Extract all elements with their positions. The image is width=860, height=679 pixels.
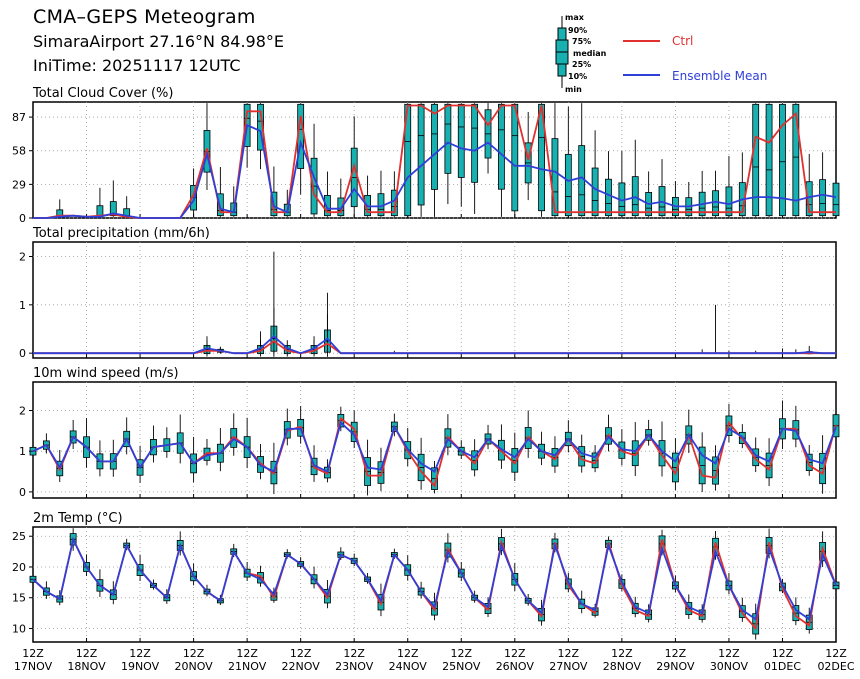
box-0-36 [511,103,519,212]
x-time-label-13: 12Z [718,647,740,660]
x-time-label-3: 12Z [183,647,205,660]
box-0-32 [457,103,465,178]
box-0-27 [390,189,398,217]
y-tick-label-3-2: 20 [12,561,26,574]
x-time-label-15: 12Z [825,647,847,660]
y-tick-label-2-0: 0 [19,486,26,499]
y-tick-label-2-1: 1 [19,445,26,458]
legend-box-label-2: 75% [572,37,591,46]
x-time-label-0: 12Z [22,647,44,660]
box-0-42 [591,167,599,217]
legend-box-label-4: 25% [572,60,591,69]
box-0-45 [631,176,639,217]
x-date-label-0: 17NOV [14,660,53,673]
y-tick-label-3-3: 25 [12,530,26,543]
y-tick-label-0-3: 87 [12,111,26,124]
x-date-label-7: 24NOV [389,660,428,673]
y-tick-label-0-1: 29 [12,178,26,191]
box-0-39 [551,138,559,217]
box-0-30 [431,103,438,190]
mean-line-1 [33,335,836,355]
x-time-label-7: 12Z [397,647,419,660]
x-date-label-1: 18NOV [67,660,106,673]
x-date-label-5: 22NOV [282,660,321,673]
box-0-60 [832,182,840,217]
x-date-label-3: 20NOV [174,660,213,673]
x-time-label-10: 12Z [558,647,580,660]
x-time-label-12: 12Z [665,647,687,660]
box-0-52 [725,186,733,217]
legend-box-label-5: 10% [568,72,587,81]
mean-line-3 [32,536,837,621]
mean-line-0 [33,123,837,219]
x-date-label-11: 28NOV [603,660,642,673]
x-time-label-2: 12Z [129,647,151,660]
init-time: IniTime: 20251117 12UTC [33,56,241,75]
legend-box-label-1: 90% [568,26,587,35]
box-0-33 [471,103,479,183]
box-0-14 [216,193,224,217]
legend-box-label-3: median [573,49,607,58]
y-tick-label-1-1: 1 [19,299,26,312]
box-0-35 [498,103,505,190]
y-tick-label-1-0: 0 [19,347,26,360]
x-time-label-8: 12Z [450,647,472,660]
x-time-label-4: 12Z [236,647,258,660]
panel-frame-1 [32,241,837,359]
x-time-label-9: 12Z [504,647,526,660]
legend-mean-label: Ensemble Mean [672,69,767,83]
box-0-43 [605,178,612,217]
box-0-59 [819,179,827,217]
box-0-40 [564,153,572,217]
x-time-label-1: 12Z [76,647,98,660]
box-0-57 [792,103,800,217]
panel-title-1: Total precipitation (mm/6h) [32,226,210,241]
x-date-label-8: 25NOV [442,660,481,673]
x-date-label-14: 01DEC [764,660,801,673]
x-time-label-11: 12Z [611,647,633,660]
box-0-17 [257,103,264,151]
box-0-56 [779,103,786,217]
x-date-label-4: 21NOV [228,660,267,673]
box-0-54 [752,103,760,217]
x-date-label-12: 29NOV [656,660,695,673]
mean-line-2 [32,421,837,473]
y-tick-label-2-2: 2 [19,404,26,417]
y-tick-label-0-0: 0 [19,212,26,225]
box-0-31 [444,103,452,174]
x-time-label-6: 12Z [343,647,365,660]
chart-title: CMA–GEPS Meteogram [33,6,256,28]
x-date-label-2: 19NOV [121,660,160,673]
panel-title-0: Total Cloud Cover (%) [32,86,173,101]
box-0-5 [96,205,104,217]
panel-title-2: 10m wind speed (m/s) [33,366,179,381]
box-0-6 [109,201,117,217]
station-info: SimaraAirport 27.16°N 84.98°E [33,32,284,51]
box-0-22 [324,195,331,217]
y-tick-label-1-2: 2 [19,251,26,264]
x-date-label-10: 27NOV [549,660,588,673]
x-date-label-15: 02DEC [817,660,854,673]
y-tick-label-3-1: 15 [12,592,26,605]
box-0-23 [337,197,345,217]
legend-ctrl-label: Ctrl [672,34,693,48]
x-time-label-14: 12Z [772,647,794,660]
box-0-41 [578,145,586,217]
y-tick-label-0-2: 58 [12,145,26,158]
x-date-label-13: 30NOV [710,660,749,673]
box-0-38 [538,103,545,212]
legend-box-label-6: min [565,85,582,94]
box-0-55 [765,103,773,217]
x-date-label-9: 26NOV [496,660,535,673]
box-0-28 [404,103,412,217]
box-0-29 [417,103,425,206]
x-date-label-6: 23NOV [335,660,374,673]
legend-box-label-0: max [565,13,585,22]
panel-title-3: 2m Temp (°C) [33,511,123,526]
y-tick-label-3-0: 10 [12,622,26,635]
x-time-label-5: 12Z [290,647,312,660]
